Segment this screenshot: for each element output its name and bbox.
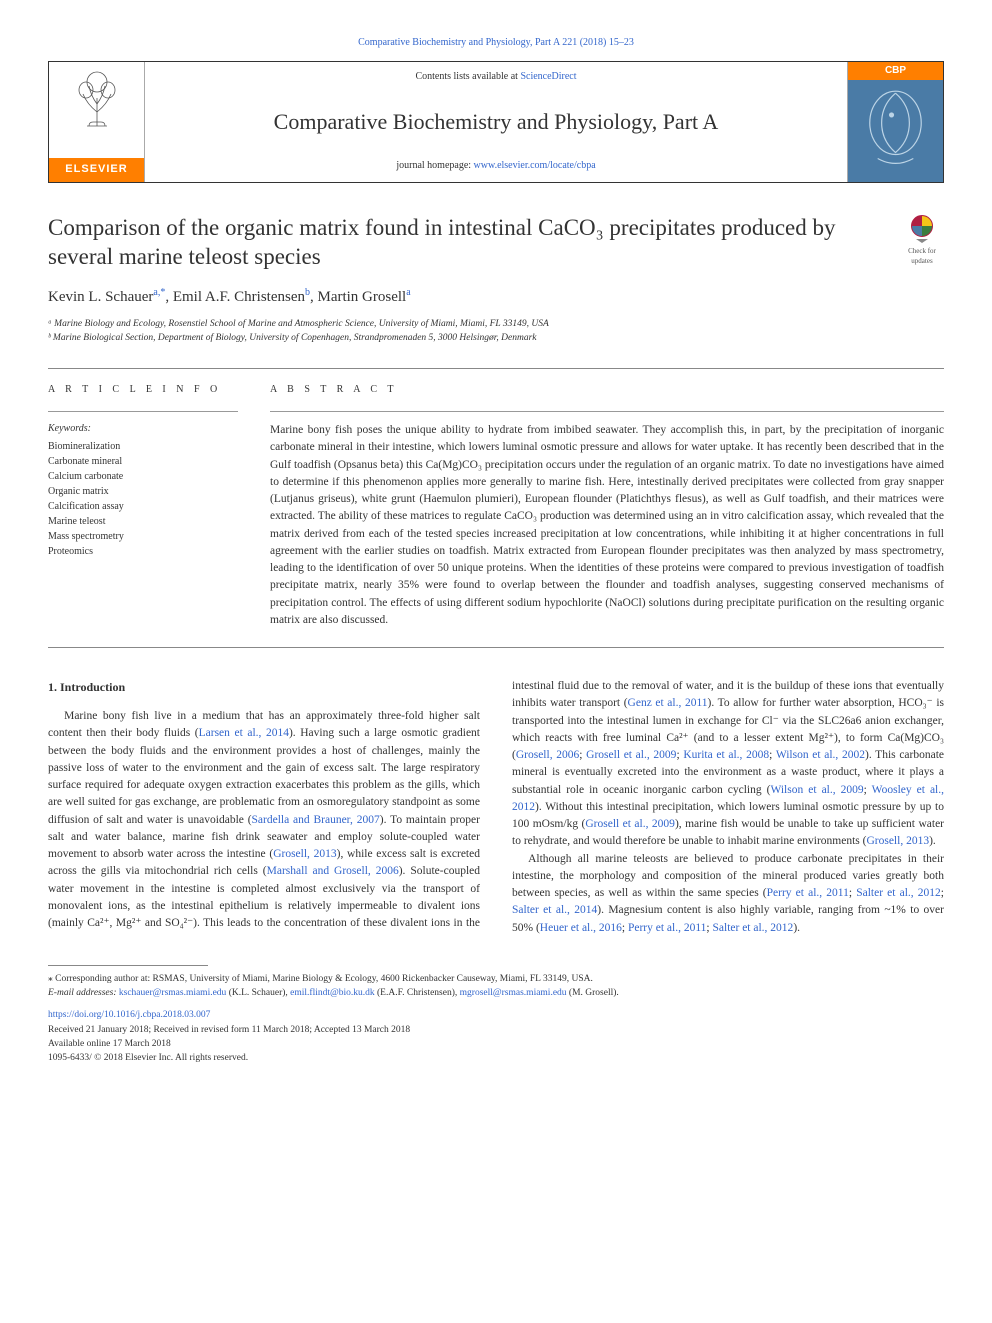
t: ).: [793, 922, 800, 934]
abstract-divider: [270, 411, 944, 412]
email-1-who: (K.L. Schauer),: [226, 988, 290, 998]
keyword-item: Biomineralization: [48, 439, 238, 454]
cite[interactable]: Grosell, 2013: [273, 848, 336, 860]
author-1: Kevin L. Schauer: [48, 289, 153, 305]
email-1[interactable]: kschauer@rsmas.miami.edu: [119, 988, 226, 998]
email-label: E-mail addresses:: [48, 988, 119, 998]
cite[interactable]: Sardella and Brauner, 2007: [252, 814, 380, 826]
cite[interactable]: Marshall and Grosell, 2006: [267, 865, 399, 877]
body-two-column: 1. Introduction Marine bony fish live in…: [48, 678, 944, 937]
keyword-item: Marine teleost: [48, 514, 238, 529]
cbp-badge: CBP: [848, 62, 943, 81]
cite[interactable]: Heuer et al., 2016: [540, 922, 622, 934]
article-info-divider: [48, 411, 238, 412]
divider-top: [48, 368, 944, 369]
keyword-item: Proteomics: [48, 544, 238, 559]
cite[interactable]: Grosell, 2013: [866, 835, 929, 847]
cite[interactable]: Grosell et al., 2009: [585, 818, 675, 830]
keywords-label: Keywords:: [48, 422, 238, 437]
sciencedirect-link[interactable]: ScienceDirect: [520, 71, 576, 82]
available-line: Available online 17 March 2018: [48, 1037, 944, 1051]
keywords-list: BiomineralizationCarbonate mineralCalciu…: [48, 439, 238, 559]
contents-line: Contents lists available at ScienceDirec…: [157, 70, 835, 85]
keyword-item: Calcification assay: [48, 499, 238, 514]
cite[interactable]: Wilson et al., 2002: [776, 749, 865, 761]
t: ). Having such a large osmotic gradient …: [48, 727, 480, 825]
homepage-prefix: journal homepage:: [396, 160, 473, 171]
cite[interactable]: Larsen et al., 2014: [199, 727, 289, 739]
elsevier-label: ELSEVIER: [49, 158, 144, 182]
cite[interactable]: Wilson et al., 2009: [770, 784, 863, 796]
journal-header-box: ELSEVIER Contents lists available at Sci…: [48, 61, 944, 183]
author-3-affil: a: [406, 287, 410, 298]
abstract-label: A B S T R A C T: [270, 383, 944, 398]
author-2: , Emil A.F. Christensen: [165, 289, 305, 305]
check-updates-label2: updates: [900, 256, 944, 266]
cite[interactable]: Salter et al., 2012: [856, 887, 941, 899]
cite[interactable]: Genz et al., 2011: [628, 697, 708, 709]
footnote-rule: [48, 965, 208, 966]
abstract-text: Marine bony fish poses the unique abilit…: [270, 422, 944, 629]
divider-bottom: [48, 647, 944, 648]
t: ).: [929, 835, 936, 847]
t: ;: [941, 887, 944, 899]
email-2-who: (E.A.F. Christensen),: [375, 988, 460, 998]
affiliations: ᵃ Marine Biology and Ecology, Rosenstiel…: [48, 317, 944, 346]
header-center: Contents lists available at ScienceDirec…: [145, 62, 847, 182]
keyword-item: Calcium carbonate: [48, 469, 238, 484]
journal-name: Comparative Biochemistry and Physiology,…: [157, 106, 835, 138]
cite[interactable]: Grosell et al., 2009: [586, 749, 676, 761]
contents-prefix: Contents lists available at: [415, 71, 520, 82]
t: ;: [769, 749, 776, 761]
article-title: Comparison of the organic matrix found i…: [48, 213, 900, 273]
cite[interactable]: Salter et al., 2014: [512, 904, 597, 916]
author-3: , Martin Grosell: [310, 289, 406, 305]
homepage-line: journal homepage: www.elsevier.com/locat…: [157, 159, 835, 174]
doi-link[interactable]: https://doi.org/10.1016/j.cbpa.2018.03.0…: [48, 1010, 210, 1020]
keyword-item: Carbonate mineral: [48, 454, 238, 469]
keyword-item: Organic matrix: [48, 484, 238, 499]
email-3-who: (M. Grosell).: [567, 988, 619, 998]
intro-heading: 1. Introduction: [48, 678, 480, 696]
cite[interactable]: Salter et al., 2012: [713, 922, 794, 934]
journal-cover-thumb: CBP: [847, 62, 943, 182]
info-abstract-row: A R T I C L E I N F O Keywords: Biominer…: [48, 383, 944, 630]
check-updates-label1: Check for: [900, 246, 944, 256]
footer: ⁎ Corresponding author at: RSMAS, Univer…: [48, 965, 944, 1066]
copyright-line: 1095-6433/ © 2018 Elsevier Inc. All righ…: [48, 1051, 944, 1065]
cite[interactable]: Perry et al., 2011: [628, 922, 706, 934]
email-3[interactable]: mgrosell@rsmas.miami.edu: [460, 988, 567, 998]
t: ;: [864, 784, 872, 796]
cite[interactable]: Perry et al., 2011: [767, 887, 849, 899]
homepage-link[interactable]: www.elsevier.com/locate/cbpa: [474, 160, 596, 171]
check-updates-badge[interactable]: Check for updates: [900, 213, 944, 266]
email-line: E-mail addresses: kschauer@rsmas.miami.e…: [48, 986, 944, 1000]
running-header: Comparative Biochemistry and Physiology,…: [48, 36, 944, 51]
affiliation-a: ᵃ Marine Biology and Ecology, Rosenstiel…: [48, 317, 944, 331]
article-info-label: A R T I C L E I N F O: [48, 383, 238, 398]
intro-para-2: Although all marine teleosts are believe…: [512, 851, 944, 937]
abstract-col: A B S T R A C T Marine bony fish poses t…: [270, 383, 944, 630]
corresponding-author: ⁎ Corresponding author at: RSMAS, Univer…: [48, 972, 944, 986]
title-row: Comparison of the organic matrix found i…: [48, 213, 944, 273]
authors-line: Kevin L. Schauera,*, Emil A.F. Christens…: [48, 286, 944, 309]
cite[interactable]: Grosell, 2006: [516, 749, 579, 761]
email-2[interactable]: emil.flindt@bio.ku.dk: [290, 988, 374, 998]
affiliation-b: ᵇ Marine Biological Section, Department …: [48, 331, 944, 345]
article-info-col: A R T I C L E I N F O Keywords: Biominer…: [48, 383, 238, 630]
publisher-logo-cell: ELSEVIER: [49, 62, 145, 182]
keyword-item: Mass spectrometry: [48, 529, 238, 544]
elsevier-tree-icon: [69, 68, 125, 130]
received-line: Received 21 January 2018; Received in re…: [48, 1023, 944, 1037]
cite[interactable]: Kurita et al., 2008: [683, 749, 769, 761]
